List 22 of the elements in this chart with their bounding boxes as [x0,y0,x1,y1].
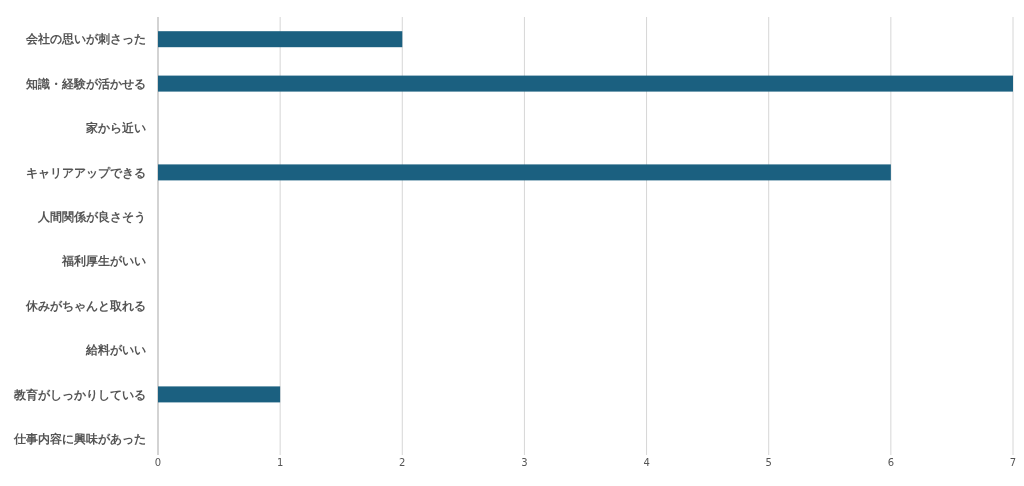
bar [158,31,403,48]
y-tick-label: 休みがちゃんと取れる [25,298,146,313]
x-tick-label: 7 [1009,457,1017,468]
bar [158,386,281,403]
y-tick-label: 知識・経験が活かせる [25,76,146,91]
y-tick-label: 教育がしっかりしている [13,387,146,402]
y-tick-label: キャリアアップできる [26,165,146,180]
x-tick-label: 1 [276,457,284,468]
y-tick-label: 福利厚生がいい [61,254,146,269]
y-tick-label: 給料がいい [85,343,146,358]
x-tick-label: 6 [887,457,895,468]
bar [158,164,891,181]
x-tick-label: 5 [765,457,772,468]
y-tick-label: 仕事内容に興味があった [13,432,146,446]
x-tick-label: 2 [399,457,406,468]
x-tick-label: 0 [154,457,162,468]
y-tick-label: 会社の思いが刺さった [25,32,146,47]
bar [158,75,1013,92]
x-tick-label: 4 [643,457,650,468]
y-tick-label: 家から近い [85,121,146,136]
x-tick-label: 3 [521,457,528,468]
y-tick-label: 人間関係が良さそう [37,210,146,224]
